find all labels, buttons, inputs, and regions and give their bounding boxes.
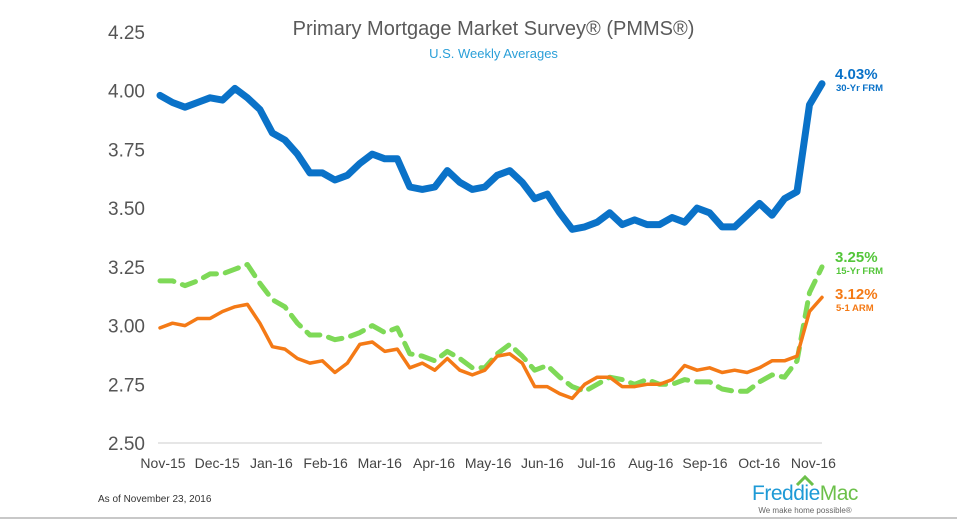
x-tick-label: Aug-16 [628, 455, 673, 471]
end-value-label: 3.25% [835, 249, 878, 266]
end-value-label: 3.12% [835, 286, 878, 303]
logo-tagline: We make home possible® [758, 506, 852, 515]
freddie-mac-logo: FreddieMac We make home possible® [745, 474, 865, 515]
logo-mac: Mac [819, 482, 859, 505]
series-line-30-yr-frm [156, 80, 826, 233]
y-tick-label: 2.50 [108, 434, 145, 455]
x-tick-label: Jan-16 [250, 455, 293, 471]
bottom-divider [0, 517, 957, 519]
y-tick-label: 3.75 [108, 140, 145, 161]
end-value-label: 4.03% [835, 66, 878, 83]
y-tick-label: 4.25 [108, 23, 145, 44]
y-tick-label: 2.75 [108, 375, 145, 396]
x-tick-label: Oct-16 [738, 455, 780, 471]
series-name-label: 30-Yr FRM [836, 83, 883, 94]
logo-freddie: Freddie [752, 482, 820, 505]
x-tick-label: Sep-16 [682, 455, 727, 471]
x-tick-label: Mar-16 [358, 455, 403, 471]
x-tick-label: Nov-16 [791, 455, 836, 471]
x-tick-label: Jul-16 [578, 455, 616, 471]
x-tick-label: May-16 [465, 455, 512, 471]
y-tick-label: 3.50 [108, 199, 145, 220]
y-tick-label: 3.25 [108, 258, 145, 279]
chart-subtitle: U.S. Weekly Averages [429, 46, 558, 61]
x-tick-label: Feb-16 [303, 455, 348, 471]
roof-icon [795, 474, 815, 486]
series-name-label: 5-1 ARM [836, 303, 874, 314]
x-tick-label: Jun-16 [521, 455, 564, 471]
y-tick-label: 4.00 [108, 82, 145, 103]
as-of-date: As of November 23, 2016 [98, 494, 212, 505]
x-tick-label: Apr-16 [413, 455, 455, 471]
series-name-label: 15-Yr FRM [836, 266, 883, 277]
x-tick-label: Dec-15 [195, 455, 240, 471]
chart-title: Primary Mortgage Market Survey® (PMMS®) [292, 18, 695, 40]
series-line-5-1-arm [158, 295, 824, 401]
y-tick-label: 3.00 [108, 317, 145, 338]
x-tick-label: Nov-15 [140, 455, 185, 471]
